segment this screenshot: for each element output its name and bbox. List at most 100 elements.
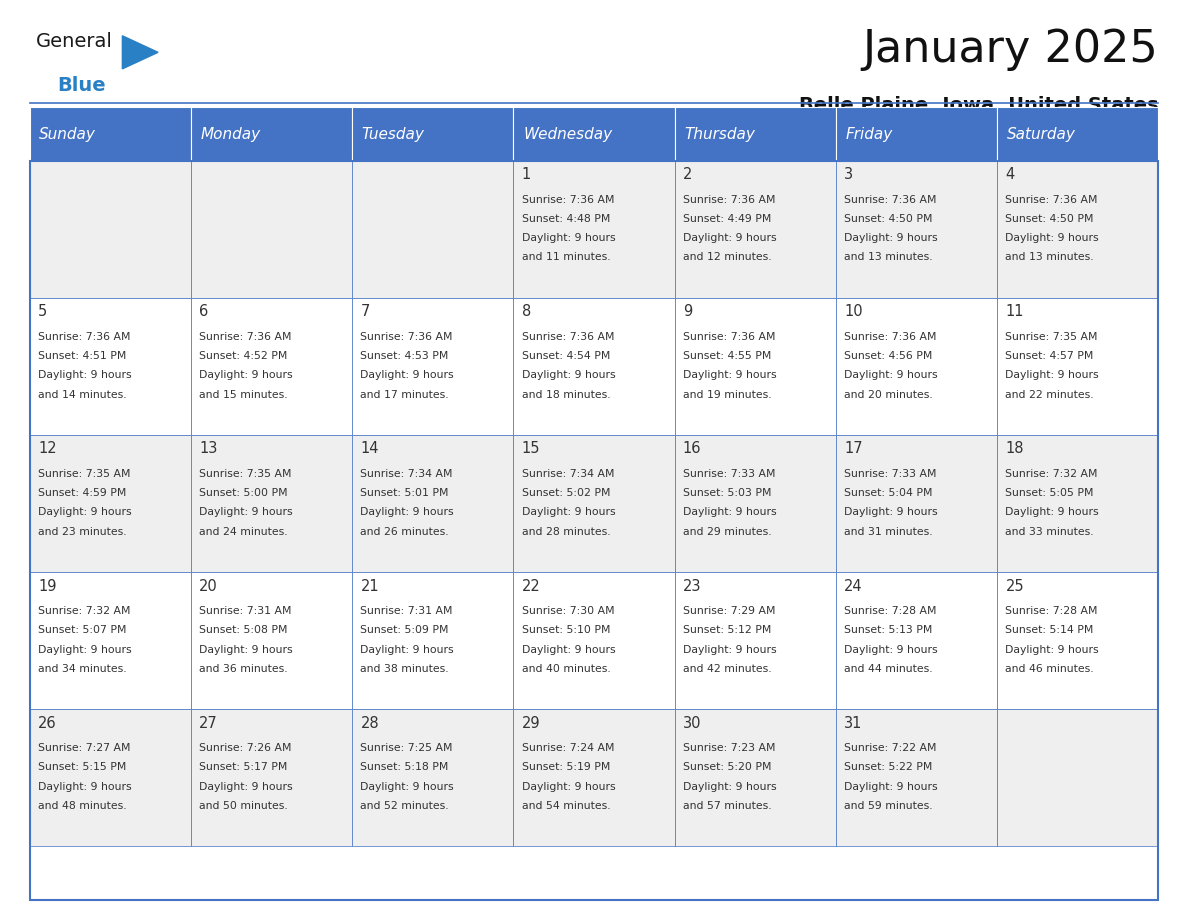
Bar xyxy=(513,297,675,435)
Text: 29: 29 xyxy=(522,716,541,731)
Text: and 36 minutes.: and 36 minutes. xyxy=(200,664,287,674)
Polygon shape xyxy=(122,36,158,69)
Text: Sunset: 4:53 PM: Sunset: 4:53 PM xyxy=(360,351,449,361)
Bar xyxy=(191,710,352,846)
Text: Sunrise: 7:36 AM: Sunrise: 7:36 AM xyxy=(845,331,936,341)
Text: Daylight: 9 hours: Daylight: 9 hours xyxy=(360,644,454,655)
Text: Sunset: 4:51 PM: Sunset: 4:51 PM xyxy=(38,351,126,361)
Text: and 24 minutes.: and 24 minutes. xyxy=(200,527,287,537)
Text: and 13 minutes.: and 13 minutes. xyxy=(1005,252,1094,263)
Bar xyxy=(675,107,836,161)
Bar xyxy=(675,435,836,572)
Bar xyxy=(191,107,352,161)
Text: Sunrise: 7:36 AM: Sunrise: 7:36 AM xyxy=(360,331,453,341)
Text: Sunset: 5:08 PM: Sunset: 5:08 PM xyxy=(200,625,287,635)
Text: Daylight: 9 hours: Daylight: 9 hours xyxy=(38,370,132,380)
Text: Sunset: 5:15 PM: Sunset: 5:15 PM xyxy=(38,763,126,772)
Text: Sunrise: 7:36 AM: Sunrise: 7:36 AM xyxy=(1005,195,1098,205)
Text: Tuesday: Tuesday xyxy=(362,127,424,141)
Text: Daylight: 9 hours: Daylight: 9 hours xyxy=(683,508,777,518)
Text: and 14 minutes.: and 14 minutes. xyxy=(38,389,127,399)
Text: 9: 9 xyxy=(683,304,693,319)
Text: Daylight: 9 hours: Daylight: 9 hours xyxy=(522,233,615,243)
Text: Daylight: 9 hours: Daylight: 9 hours xyxy=(360,508,454,518)
Bar xyxy=(30,161,191,297)
Text: Sunset: 5:18 PM: Sunset: 5:18 PM xyxy=(360,763,449,772)
Text: 25: 25 xyxy=(1005,578,1024,594)
Text: and 11 minutes.: and 11 minutes. xyxy=(522,252,611,263)
Text: Sunrise: 7:35 AM: Sunrise: 7:35 AM xyxy=(1005,331,1098,341)
Bar xyxy=(191,161,352,297)
Text: and 22 minutes.: and 22 minutes. xyxy=(1005,389,1094,399)
Bar xyxy=(997,435,1158,572)
Text: Sunset: 5:13 PM: Sunset: 5:13 PM xyxy=(845,625,933,635)
Text: and 20 minutes.: and 20 minutes. xyxy=(845,389,933,399)
Text: Sunrise: 7:33 AM: Sunrise: 7:33 AM xyxy=(683,469,776,479)
Text: and 59 minutes.: and 59 minutes. xyxy=(845,801,933,811)
Text: Sunset: 5:01 PM: Sunset: 5:01 PM xyxy=(360,488,449,498)
Text: 1: 1 xyxy=(522,167,531,182)
Text: 15: 15 xyxy=(522,442,541,456)
Text: and 19 minutes.: and 19 minutes. xyxy=(683,389,771,399)
Text: Sunset: 4:50 PM: Sunset: 4:50 PM xyxy=(1005,214,1094,224)
Text: Daylight: 9 hours: Daylight: 9 hours xyxy=(845,233,937,243)
Text: Friday: Friday xyxy=(846,127,892,141)
Text: Sunrise: 7:36 AM: Sunrise: 7:36 AM xyxy=(522,331,614,341)
Text: General: General xyxy=(36,32,113,51)
Text: 27: 27 xyxy=(200,716,217,731)
Text: Daylight: 9 hours: Daylight: 9 hours xyxy=(683,370,777,380)
Text: Daylight: 9 hours: Daylight: 9 hours xyxy=(38,508,132,518)
Text: 21: 21 xyxy=(360,578,379,594)
Bar xyxy=(675,297,836,435)
Text: and 13 minutes.: and 13 minutes. xyxy=(845,252,933,263)
Text: 8: 8 xyxy=(522,304,531,319)
Text: Sunset: 5:05 PM: Sunset: 5:05 PM xyxy=(1005,488,1094,498)
Text: 19: 19 xyxy=(38,578,57,594)
Text: 11: 11 xyxy=(1005,304,1024,319)
Text: and 17 minutes.: and 17 minutes. xyxy=(360,389,449,399)
Text: Wednesday: Wednesday xyxy=(523,127,612,141)
Text: 2: 2 xyxy=(683,167,693,182)
Text: Sunrise: 7:22 AM: Sunrise: 7:22 AM xyxy=(845,744,936,753)
Text: Sunrise: 7:30 AM: Sunrise: 7:30 AM xyxy=(522,606,614,616)
Text: Sunset: 4:48 PM: Sunset: 4:48 PM xyxy=(522,214,611,224)
Bar xyxy=(513,572,675,710)
Bar xyxy=(513,161,675,297)
Text: and 54 minutes.: and 54 minutes. xyxy=(522,801,611,811)
Bar xyxy=(836,572,997,710)
Text: 7: 7 xyxy=(360,304,369,319)
Text: Sunrise: 7:33 AM: Sunrise: 7:33 AM xyxy=(845,469,936,479)
Text: Daylight: 9 hours: Daylight: 9 hours xyxy=(683,644,777,655)
Text: Sunset: 5:04 PM: Sunset: 5:04 PM xyxy=(845,488,933,498)
Bar xyxy=(513,710,675,846)
Bar xyxy=(836,710,997,846)
Bar xyxy=(30,435,191,572)
Bar xyxy=(30,161,1158,900)
Text: and 28 minutes.: and 28 minutes. xyxy=(522,527,611,537)
Bar xyxy=(997,572,1158,710)
Text: and 52 minutes.: and 52 minutes. xyxy=(360,801,449,811)
Text: Sunrise: 7:29 AM: Sunrise: 7:29 AM xyxy=(683,606,776,616)
Bar xyxy=(997,710,1158,846)
Text: Daylight: 9 hours: Daylight: 9 hours xyxy=(845,782,937,791)
Text: Sunrise: 7:36 AM: Sunrise: 7:36 AM xyxy=(200,331,292,341)
Bar xyxy=(191,297,352,435)
Bar xyxy=(675,710,836,846)
Text: 14: 14 xyxy=(360,442,379,456)
Text: Sunset: 4:56 PM: Sunset: 4:56 PM xyxy=(845,351,933,361)
Text: Daylight: 9 hours: Daylight: 9 hours xyxy=(845,644,937,655)
Text: 4: 4 xyxy=(1005,167,1015,182)
Text: Daylight: 9 hours: Daylight: 9 hours xyxy=(1005,508,1099,518)
Text: 5: 5 xyxy=(38,304,48,319)
Bar xyxy=(997,297,1158,435)
Text: 12: 12 xyxy=(38,442,57,456)
Text: and 33 minutes.: and 33 minutes. xyxy=(1005,527,1094,537)
Text: Sunset: 5:20 PM: Sunset: 5:20 PM xyxy=(683,763,771,772)
Text: and 40 minutes.: and 40 minutes. xyxy=(522,664,611,674)
Text: Sunrise: 7:35 AM: Sunrise: 7:35 AM xyxy=(200,469,292,479)
Bar xyxy=(352,572,513,710)
Bar xyxy=(30,297,191,435)
Text: 16: 16 xyxy=(683,442,701,456)
Text: Daylight: 9 hours: Daylight: 9 hours xyxy=(1005,233,1099,243)
Text: and 57 minutes.: and 57 minutes. xyxy=(683,801,771,811)
